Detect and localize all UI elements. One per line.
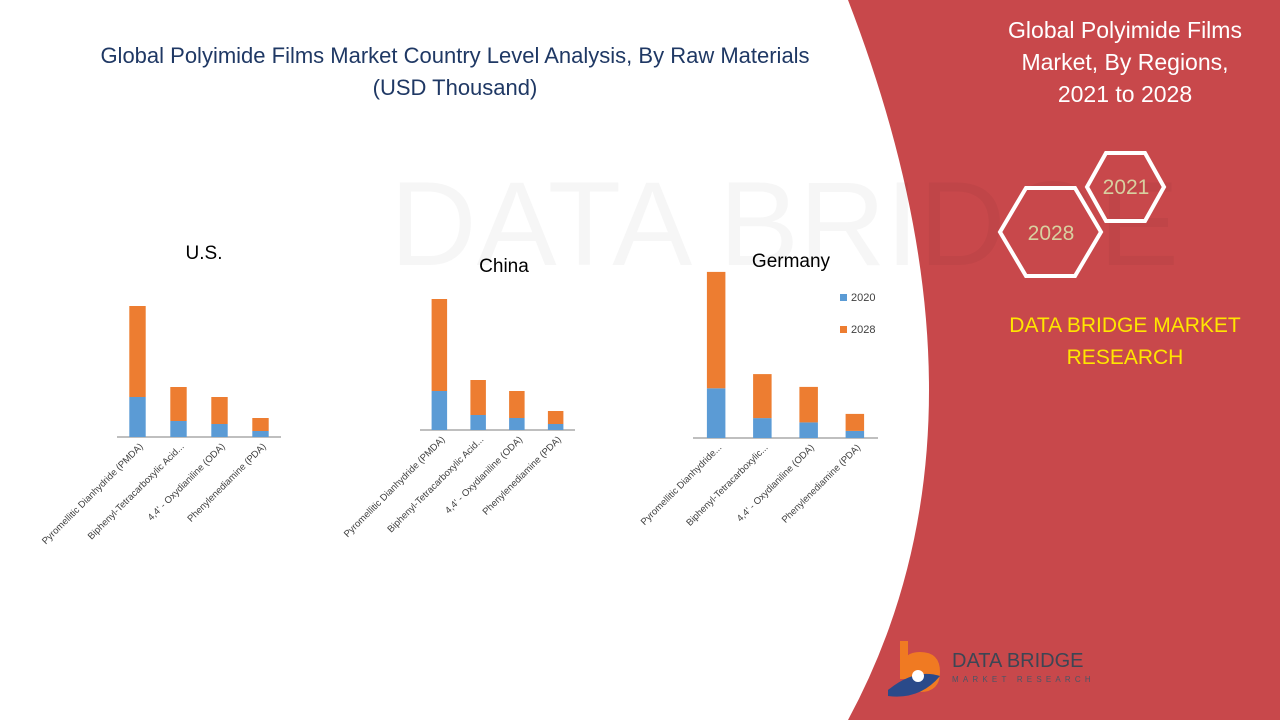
main-title: Global Polyimide Films Market Country Le… [40, 40, 870, 104]
category-label: Phenylenediamine (PDA) [185, 441, 268, 524]
category-label: Biphenyl-Tetracarboxylic... [684, 442, 770, 528]
brand-text: DATA BRIDGE MARKET RESEARCH [985, 310, 1265, 374]
legend-label-2020: 2020 [851, 292, 875, 304]
legend-label-2028: 2028 [851, 324, 875, 336]
hexagon-top [1084, 151, 1167, 223]
bar-2020-1 [170, 421, 187, 437]
bar-2028-2 [799, 386, 818, 423]
bar-2020-1 [470, 415, 486, 430]
category-label: 4,4' - Oxydianiline (ODA) [735, 442, 817, 524]
bar-2020-2 [509, 418, 525, 430]
bar-2028-0 [431, 299, 448, 391]
category-label: Pyromellitic Dianhydride... [639, 442, 724, 527]
chart-title: U.S. [186, 243, 223, 264]
chart-title: China [479, 256, 529, 277]
hexagon-bottom [997, 186, 1104, 278]
logo-subtitle: MARKET RESEARCH [952, 675, 1095, 684]
main-title-line-2: (USD Thousand) [372, 75, 538, 100]
category-label: 4,4' - Oxydianiline (ODA) [443, 434, 525, 516]
bar-2028-1 [470, 380, 486, 415]
side-title-line-3: 2021 to 2028 [1057, 81, 1193, 107]
bar-2028-2 [509, 391, 525, 418]
legend-swatch-2028 [840, 326, 847, 333]
main-title-line-1: Global Polyimide Films Market Country Le… [100, 43, 810, 68]
bar-2020-2 [211, 424, 228, 437]
chart-title: Germany [752, 251, 831, 272]
legend-swatch-2020 [840, 294, 847, 301]
side-title-line-2: Market, By Regions, [1021, 49, 1229, 75]
hex-year-bottom: 2028 [1028, 222, 1075, 245]
chart-0: U.S.Pyromellitic Dianhydride (PMDA)Biphe… [40, 243, 281, 547]
bar-2028-0 [129, 306, 146, 397]
bar-2028-3 [252, 418, 269, 431]
side-title: Global Polyimide Films Market, By Region… [965, 14, 1280, 110]
bar-2020-2 [799, 422, 818, 438]
chart-2: Germany Pyromellitic Dianhydride...Biphen… [639, 251, 878, 529]
bar-2020-0 [129, 397, 146, 437]
category-label: Phenylenediamine (PDA) [780, 442, 863, 525]
bar-2028-1 [170, 387, 187, 421]
logo-icon [888, 641, 940, 697]
brand-line-1: DATA BRIDGE MARKET [1009, 314, 1241, 337]
bar-2028-3 [845, 413, 865, 431]
bar-2020-3 [252, 431, 269, 437]
red-panel-shape [848, 0, 1280, 720]
logo-name: DATA BRIDGE [952, 650, 1084, 672]
side-title-line-1: Global Polyimide Films [1008, 17, 1242, 43]
bar-2028-1 [753, 374, 772, 419]
brand-line-2: RESEARCH [1066, 346, 1184, 369]
bar-2028-3 [547, 411, 564, 424]
bar-2020-3 [547, 424, 564, 430]
bar-2020-1 [753, 418, 772, 438]
bar-2020-3 [845, 430, 865, 438]
bar-2028-0 [706, 271, 726, 389]
bar-2020-0 [706, 388, 726, 438]
category-label: Phenylenediamine (PDA) [481, 434, 564, 517]
category-label: 4,4' - Oxydianiline (ODA) [146, 441, 228, 523]
bar-2028-2 [211, 397, 228, 424]
bar-2020-0 [431, 391, 448, 430]
hex-year-top: 2021 [1103, 176, 1150, 199]
